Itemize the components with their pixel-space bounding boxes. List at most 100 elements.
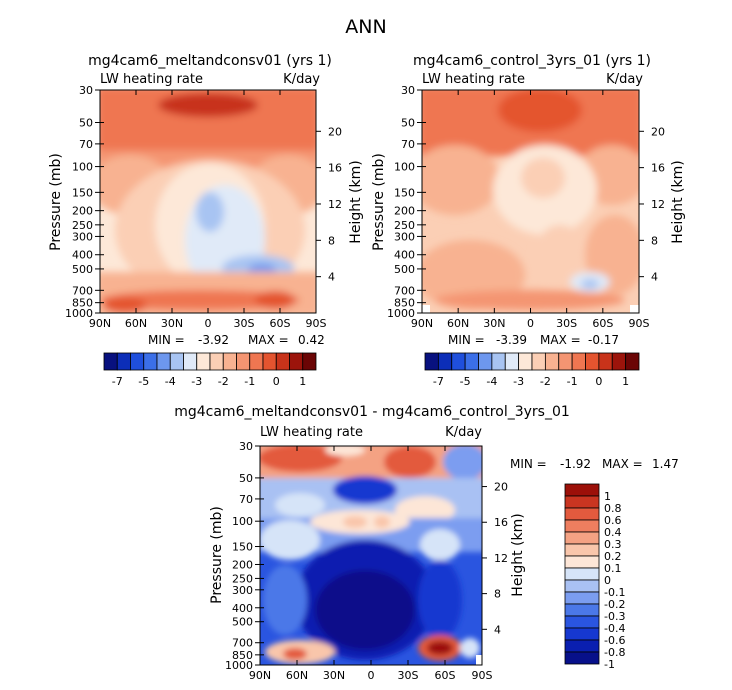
colorbar-box bbox=[196, 352, 211, 371]
colorbar-box bbox=[236, 352, 251, 371]
colorbar-box bbox=[209, 352, 224, 371]
panel-2-y2label: Height (km) bbox=[670, 160, 686, 243]
y-tick-label: 70 bbox=[401, 138, 415, 151]
colorbar-label: -2 bbox=[218, 375, 229, 388]
y-tick-label: 400 bbox=[232, 602, 253, 615]
colorbar-box bbox=[564, 495, 600, 509]
y-tick-label: 300 bbox=[232, 584, 253, 597]
colorbar-box bbox=[531, 352, 546, 371]
y-tick-label: 1000 bbox=[387, 307, 415, 320]
y-tick-label: 700 bbox=[232, 637, 253, 650]
colorbar-box bbox=[116, 352, 131, 371]
x-tick-label: 60N bbox=[286, 669, 308, 682]
height-tick-label: 16 bbox=[494, 516, 508, 529]
y-tick-label: 250 bbox=[394, 219, 415, 232]
y-tick-label: 700 bbox=[394, 284, 415, 297]
panel-2-min-prefix: MIN = bbox=[448, 333, 485, 347]
colorbar-box bbox=[518, 352, 533, 371]
colorbar-box bbox=[558, 352, 573, 371]
y-tick-label: 50 bbox=[239, 472, 253, 485]
colorbar-label: -0.2 bbox=[604, 598, 625, 611]
panel-1-max-prefix: MAX = bbox=[248, 333, 289, 347]
x-tick-label: 90S bbox=[306, 317, 327, 330]
colorbar-label: -0.8 bbox=[604, 646, 625, 659]
y-tick-label: 850 bbox=[232, 649, 253, 662]
colorbar-box bbox=[464, 352, 479, 371]
panel-1-min-prefix: MIN = bbox=[148, 333, 185, 347]
panel-1-units-label: K/day bbox=[283, 72, 320, 87]
y-tick-label: 700 bbox=[72, 284, 93, 297]
y-tick-label: 100 bbox=[394, 161, 415, 174]
colorbar-box bbox=[262, 352, 277, 371]
page-title: ANN bbox=[345, 16, 386, 38]
colorbar-box bbox=[564, 483, 600, 497]
height-tick-label: 4 bbox=[651, 271, 658, 284]
panel-1-y2label: Height (km) bbox=[348, 160, 364, 243]
colorbar-label: -7 bbox=[433, 375, 444, 388]
x-tick-label: 60S bbox=[592, 317, 613, 330]
panel-1: mg4cam6_meltandconsv01 (yrs 1) LW heatin… bbox=[48, 53, 364, 388]
x-tick-label: 30N bbox=[483, 317, 505, 330]
y-tick-label: 500 bbox=[72, 263, 93, 276]
y-tick-label: 1000 bbox=[65, 307, 93, 320]
height-tick-label: 4 bbox=[328, 271, 335, 284]
panel-1-stats: MIN = -3.92 MAX = 0.42 bbox=[148, 333, 325, 347]
panel-2-min-value: -3.39 bbox=[496, 333, 527, 347]
y-tick-label: 150 bbox=[394, 186, 415, 199]
y-tick-label: 50 bbox=[79, 116, 93, 129]
colorbar-label: 1 bbox=[622, 375, 629, 388]
y-tick-label: 200 bbox=[394, 205, 415, 218]
panel-2-colorbar bbox=[424, 352, 640, 371]
x-tick-label: 30S bbox=[556, 317, 577, 330]
colorbar-box bbox=[103, 352, 118, 371]
colorbar-box bbox=[564, 543, 600, 557]
colorbar-label: -1 bbox=[604, 658, 615, 671]
colorbar-box bbox=[564, 579, 600, 593]
panel-3-x-ticks: 90N 60N 30N 0 30S 60S 90S bbox=[249, 446, 493, 682]
y-tick-label: 500 bbox=[394, 263, 415, 276]
colorbar-box bbox=[289, 352, 304, 371]
panel-2-field bbox=[422, 90, 639, 313]
panel-1-min-value: -3.92 bbox=[198, 333, 229, 347]
colorbar-box bbox=[169, 352, 184, 371]
colorbar-label: -0.1 bbox=[604, 586, 625, 599]
colorbar-box bbox=[564, 615, 600, 629]
colorbar-label: -0.4 bbox=[604, 622, 625, 635]
y-tick-label: 200 bbox=[232, 558, 253, 571]
panel-1-max-value: 0.42 bbox=[298, 333, 325, 347]
panel-3-variable-label: LW heating rate bbox=[260, 425, 363, 440]
height-tick-label: 12 bbox=[651, 198, 665, 211]
panel-3-y2label: Height (km) bbox=[510, 513, 526, 596]
panel-1-x-ticks: 90N 60N 30N 0 30S 60S 90S bbox=[89, 90, 327, 330]
colorbar-label: -3 bbox=[191, 375, 202, 388]
panel-2-x-ticks: 90N 60N 30N 0 30S 60S 90S bbox=[411, 90, 650, 330]
x-tick-label: 0 bbox=[527, 317, 534, 330]
height-tick-label: 12 bbox=[328, 198, 342, 211]
colorbar-box bbox=[625, 352, 640, 371]
panel-1-colorbar bbox=[103, 352, 317, 371]
colorbar-label: -1 bbox=[244, 375, 255, 388]
y-tick-label: 300 bbox=[72, 230, 93, 243]
x-tick-label: 90N bbox=[249, 669, 271, 682]
x-tick-label: 0 bbox=[205, 317, 212, 330]
y-tick-label: 250 bbox=[232, 572, 253, 585]
panel-3-title: mg4cam6_meltandconsv01 - mg4cam6_control… bbox=[174, 404, 570, 420]
colorbar-label: 1 bbox=[299, 375, 306, 388]
x-tick-label: 90S bbox=[472, 669, 493, 682]
y-tick-label: 30 bbox=[401, 84, 415, 97]
x-tick-label: 60S bbox=[435, 669, 456, 682]
panel-1-title: mg4cam6_meltandconsv01 (yrs 1) bbox=[88, 53, 332, 69]
colorbar-label: 1 bbox=[604, 490, 611, 503]
colorbar-box bbox=[571, 352, 586, 371]
height-tick-label: 20 bbox=[328, 125, 342, 138]
panel-2-colorbar-labels: -7 -5 -4 -3 -2 -1 0 1 bbox=[433, 375, 629, 388]
panel-1-colorbar-labels: -7 -5 -4 -3 -2 -1 0 1 bbox=[112, 375, 306, 388]
height-tick-label: 16 bbox=[651, 162, 665, 175]
panel-3-ylabel: Pressure (mb) bbox=[209, 506, 225, 604]
height-tick-label: 20 bbox=[651, 125, 665, 138]
y-tick-label: 30 bbox=[239, 440, 253, 453]
panel-3: mg4cam6_meltandconsv01 - mg4cam6_control… bbox=[174, 404, 678, 682]
